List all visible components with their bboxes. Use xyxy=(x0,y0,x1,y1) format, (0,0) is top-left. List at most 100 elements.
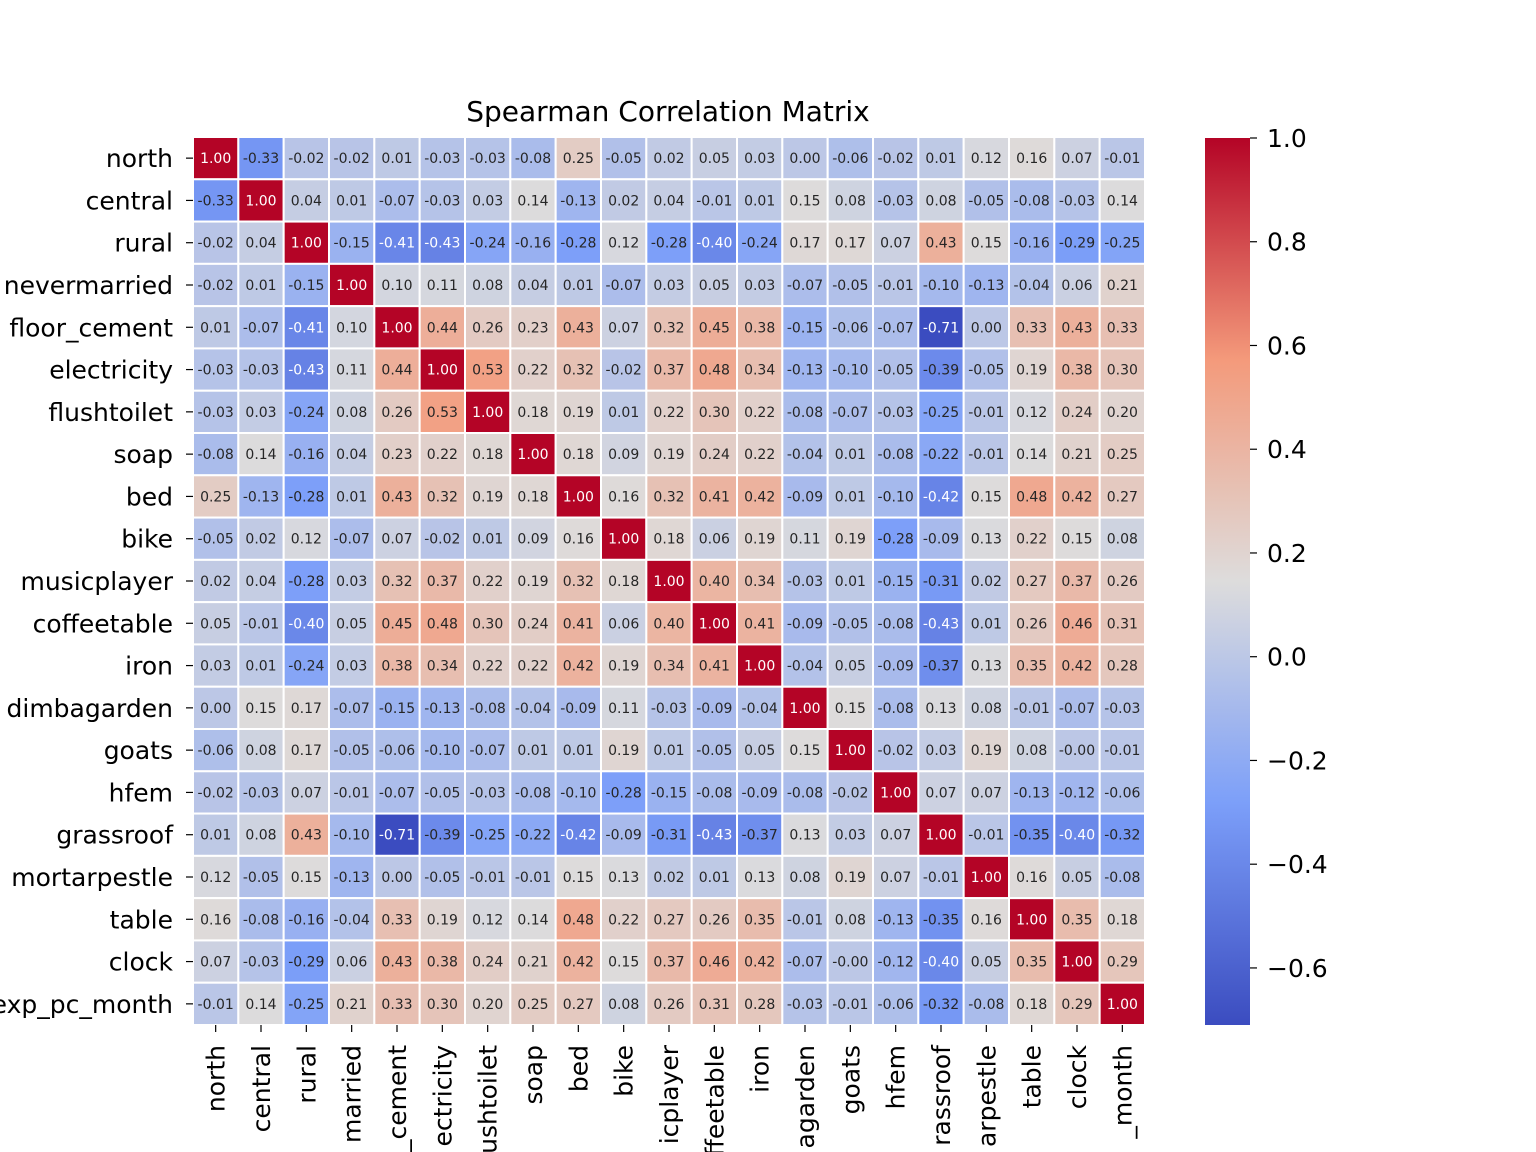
heatmap-cell xyxy=(464,939,512,984)
heatmap-cell xyxy=(328,262,376,308)
cell-value-label: -0.08 xyxy=(470,701,506,717)
cell-value-label: 0.14 xyxy=(517,193,548,209)
cell-value-label: 1.00 xyxy=(653,574,684,590)
x-tick-label: _cement xyxy=(383,1045,412,1152)
cell-value-label: -0.02 xyxy=(198,278,234,294)
cell-value-label: 0.03 xyxy=(653,278,684,294)
cell-value-label: -0.13 xyxy=(787,363,823,379)
heatmap-cell xyxy=(826,601,875,646)
cell-value-label: -0.10 xyxy=(334,828,370,844)
cell-value-label: -0.05 xyxy=(424,870,460,886)
row-labels: north central rural nevermarried floor_cemen… xyxy=(0,144,193,1019)
cell-value-label: -0.01 xyxy=(923,870,959,886)
cell-value-label: 0.03 xyxy=(744,278,775,294)
cell-value-label: 1.00 xyxy=(880,785,911,801)
colorbar: 1.0 0.8 0.6 0.4 0.2 0.0 −0.2 −0.4 −0.6 xyxy=(1205,124,1328,1025)
cell-value-label: 0.38 xyxy=(1061,363,1092,379)
cell-value-label: -0.02 xyxy=(878,743,914,759)
cell-value-label: -0.08 xyxy=(1104,870,1140,886)
cell-value-label: -0.05 xyxy=(832,616,868,632)
cell-value-label: 0.08 xyxy=(789,870,820,886)
cell-value-label: 0.07 xyxy=(880,236,911,252)
cell-value-label: 0.07 xyxy=(1061,151,1092,167)
heatmap-cell xyxy=(872,981,920,1027)
cell-value-label: 0.01 xyxy=(563,278,594,294)
heatmap-cell xyxy=(781,897,829,942)
cell-value-label: -0.05 xyxy=(968,193,1004,209)
cell-value-label: 1.00 xyxy=(563,489,594,505)
y-tick-label: goats xyxy=(104,736,173,765)
heatmap-cell xyxy=(872,939,920,984)
cell-value-label: -0.08 xyxy=(515,785,551,801)
cell-value-label: -0.32 xyxy=(923,997,959,1013)
cell-value-label: -0.37 xyxy=(742,828,778,844)
heatmap-cell xyxy=(781,432,829,477)
cell-value-label: -0.16 xyxy=(1014,236,1050,252)
heatmap-cell xyxy=(736,432,784,477)
cell-value-label: 0.38 xyxy=(744,320,775,336)
cell-value-label: -0.04 xyxy=(742,701,778,717)
heatmap-cell xyxy=(509,474,557,519)
cell-value-label: 0.07 xyxy=(381,532,412,548)
cell-value-label: 0.05 xyxy=(1061,870,1092,886)
cell-value-label: -0.25 xyxy=(1104,236,1140,252)
cell-value-label: 0.11 xyxy=(427,278,458,294)
cell-value-label: -0.13 xyxy=(560,193,596,209)
cell-value-label: 0.29 xyxy=(1061,997,1092,1013)
y-tick-label: mortarpestle xyxy=(11,863,173,892)
cell-value-label: 0.15 xyxy=(971,489,1002,505)
heatmap-cell xyxy=(1098,601,1146,646)
cell-value-label: -0.13 xyxy=(424,701,460,717)
x-tick-label: agarden xyxy=(791,1045,820,1148)
x-tick-label: married xyxy=(338,1045,367,1143)
cell-value-label: -0.13 xyxy=(968,278,1004,294)
cell-value-label: 0.38 xyxy=(381,659,412,675)
cell-value-label: 1.00 xyxy=(925,828,956,844)
cell-value-label: 0.22 xyxy=(472,574,503,590)
cell-value-label: 0.21 xyxy=(336,997,367,1013)
cell-value-label: 1.00 xyxy=(381,320,412,336)
cell-value-label: -0.08 xyxy=(1014,193,1050,209)
cell-value-label: -0.05 xyxy=(424,785,460,801)
heatmap-cells: 1.00 -0.33 -0.02 -0.02 0.01 -0.03 -0.03 -0.08 0.… xyxy=(192,136,1146,1027)
heatmap-cell xyxy=(781,220,829,265)
heatmap-cell xyxy=(464,516,512,561)
cell-value-label: -0.04 xyxy=(787,447,823,463)
cell-value-label: -0.00 xyxy=(832,955,868,971)
cell-value-label: 0.37 xyxy=(427,574,458,590)
heatmap-cell xyxy=(237,685,285,731)
cell-value-label: 1.00 xyxy=(699,616,730,632)
cell-value-label: -0.39 xyxy=(923,363,959,379)
cell-value-label: 0.16 xyxy=(200,912,231,928)
cell-value-label: 0.30 xyxy=(1107,363,1138,379)
cell-value-label: 0.01 xyxy=(835,574,866,590)
heatmap-cell xyxy=(781,474,829,519)
cell-value-label: -0.02 xyxy=(424,532,460,548)
cell-value-label: -0.28 xyxy=(288,489,324,505)
cell-value-label: 0.17 xyxy=(291,743,322,759)
cell-value-label: 0.19 xyxy=(472,489,503,505)
heatmap-cell xyxy=(872,262,920,308)
cell-value-label: 0.25 xyxy=(563,151,594,167)
cell-value-label: 0.05 xyxy=(699,278,730,294)
cell-value-label: -0.05 xyxy=(606,151,642,167)
cell-value-label: 0.22 xyxy=(517,363,548,379)
cell-value-label: 0.15 xyxy=(971,236,1002,252)
heatmap-cell xyxy=(418,728,466,773)
cell-value-label: -0.02 xyxy=(288,151,324,167)
cell-value-label: 0.06 xyxy=(1061,278,1092,294)
cell-value-label: 0.08 xyxy=(971,701,1002,717)
y-tick-label: bed xyxy=(126,482,173,511)
cell-value-label: -0.09 xyxy=(878,659,914,675)
cell-value-label: 0.14 xyxy=(1107,193,1138,209)
cell-value-label: 1.00 xyxy=(1107,997,1138,1013)
cell-value-label: 0.32 xyxy=(427,489,458,505)
heatmap-cell xyxy=(373,305,421,350)
heatmap-cell xyxy=(237,939,285,984)
cell-value-label: -0.07 xyxy=(470,743,506,759)
cell-value-label: 0.22 xyxy=(653,405,684,421)
cell-value-label: 0.48 xyxy=(563,912,594,928)
heatmap-cell xyxy=(690,939,739,984)
cell-value-label: -0.07 xyxy=(787,278,823,294)
heatmap-cell xyxy=(373,389,421,435)
